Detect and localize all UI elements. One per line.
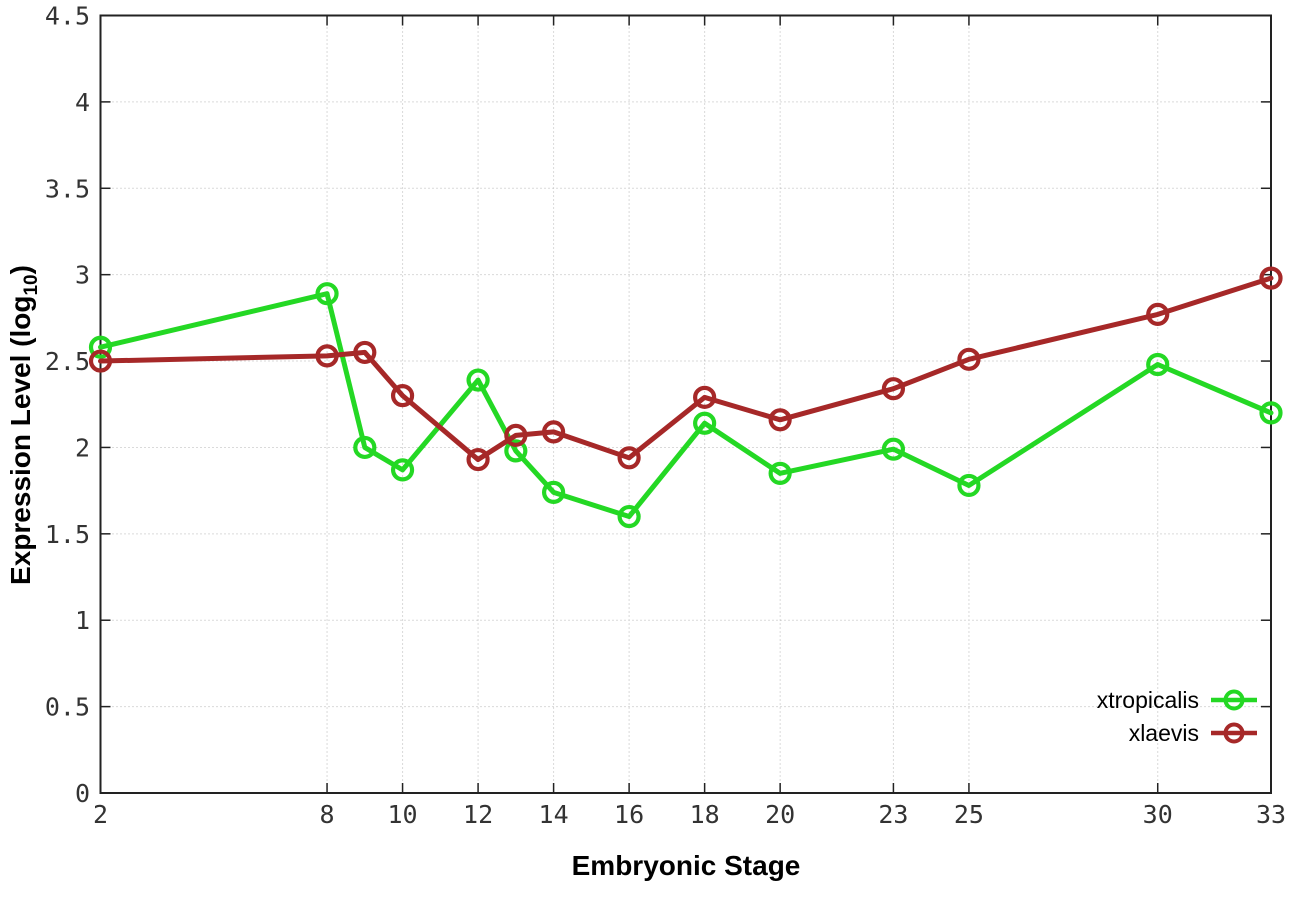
legend: xtropicalis xlaevis bbox=[1097, 686, 1260, 747]
point-xlaevis-10 bbox=[390, 384, 415, 408]
x-tick-label-16: 16 bbox=[614, 800, 644, 829]
point-xlaevis-8 bbox=[315, 344, 339, 368]
point-xlaevis-14 bbox=[541, 420, 566, 444]
x-tick-label-33: 33 bbox=[1256, 800, 1286, 829]
x-tick-label-25: 25 bbox=[954, 800, 984, 829]
x-tick-label-14: 14 bbox=[539, 800, 569, 829]
y-axis-title: Expression Level (log10) bbox=[5, 265, 43, 585]
line-point-sample-icon bbox=[1211, 722, 1257, 744]
point-xtropicalis-12 bbox=[466, 368, 490, 392]
point-xtropicalis-13 bbox=[504, 439, 528, 463]
point-xtropicalis-25 bbox=[957, 473, 981, 498]
x-axis-title: Embryonic Stage bbox=[571, 850, 801, 881]
y-tick-label-0: 0 bbox=[75, 779, 90, 808]
point-xtropicalis-14 bbox=[541, 480, 566, 504]
point-xlaevis-12 bbox=[466, 447, 490, 472]
x-tick-label-18: 18 bbox=[690, 800, 720, 829]
y-tick-label-1.5: 1.5 bbox=[45, 520, 90, 549]
point-xtropicalis-10 bbox=[390, 458, 415, 482]
x-tick-label-8: 8 bbox=[320, 800, 335, 829]
y-tick-label-4.5: 4.5 bbox=[45, 2, 90, 31]
legend-label-xlaevis: xlaevis bbox=[1128, 720, 1199, 746]
point-xlaevis-13 bbox=[504, 423, 528, 447]
y-tick-label-2: 2 bbox=[75, 433, 90, 462]
point-xtropicalis-8 bbox=[315, 282, 339, 306]
point-xlaevis-16 bbox=[617, 446, 641, 470]
y-tick-label-3: 3 bbox=[75, 261, 90, 290]
x-tick-label-23: 23 bbox=[878, 800, 908, 829]
y-tick-label-0.5: 0.5 bbox=[45, 693, 90, 722]
point-xlaevis-25 bbox=[957, 347, 981, 371]
legend-label-xtropicalis: xtropicalis bbox=[1096, 687, 1199, 713]
point-xtropicalis-9 bbox=[353, 435, 377, 460]
x-tick-label-30: 30 bbox=[1143, 800, 1173, 829]
y-axis-title-close: ) bbox=[5, 265, 37, 275]
point-xtropicalis-2 bbox=[88, 335, 113, 359]
legend-item-xtropicalis: xtropicalis bbox=[1097, 686, 1260, 714]
x-tick-label-10: 10 bbox=[388, 800, 418, 829]
x-tick-label-20: 20 bbox=[765, 800, 795, 829]
x-tick-label-12: 12 bbox=[463, 800, 493, 829]
point-xlaevis-18 bbox=[693, 385, 717, 409]
point-xtropicalis-30 bbox=[1146, 352, 1170, 377]
y-tick-label-2.5: 2.5 bbox=[45, 347, 90, 376]
line-point-sample-icon bbox=[1211, 689, 1257, 711]
series-line-xtropicalis bbox=[98, 291, 1274, 520]
x-tick-label-2: 2 bbox=[93, 800, 108, 829]
point-xlaevis-9 bbox=[353, 340, 377, 365]
y-axis-title-text: Expression Level (log bbox=[5, 295, 37, 585]
point-xtropicalis-16 bbox=[617, 504, 641, 529]
point-xlaevis-20 bbox=[768, 408, 792, 432]
legend-item-xlaevis: xlaevis bbox=[1129, 719, 1260, 747]
point-xtropicalis-33 bbox=[1259, 401, 1283, 425]
y-tick-label-3.5: 3.5 bbox=[45, 174, 90, 203]
point-xlaevis-23 bbox=[881, 377, 906, 401]
point-xtropicalis-20 bbox=[768, 461, 792, 485]
point-xlaevis-30 bbox=[1146, 302, 1170, 327]
y-tick-label-1: 1 bbox=[75, 606, 90, 635]
point-xtropicalis-23 bbox=[881, 437, 906, 461]
point-xtropicalis-18 bbox=[693, 411, 717, 435]
y-tick-label-4: 4 bbox=[75, 88, 90, 117]
point-xlaevis-2 bbox=[88, 349, 113, 373]
point-xlaevis-33 bbox=[1259, 266, 1283, 290]
y-axis-title-subscript: 10 bbox=[20, 274, 42, 296]
